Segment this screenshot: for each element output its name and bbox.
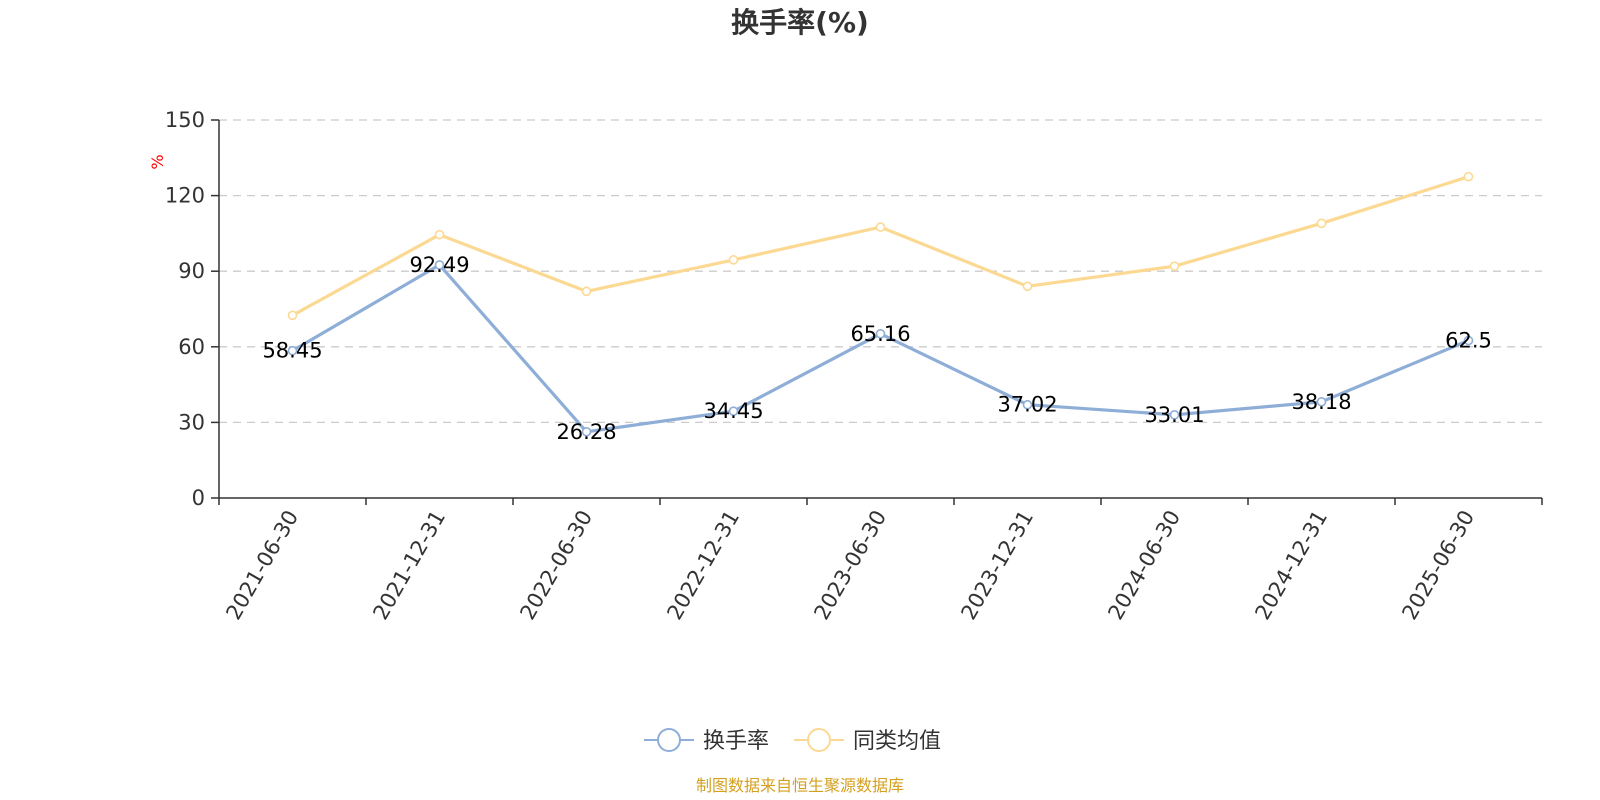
- data-labels: 58.45 92.49 26.28 34.45 65.16 37.02 33.01 38.18…: [262, 253, 1491, 444]
- series-0-point: [1022, 399, 1033, 410]
- series-1-point: [581, 286, 592, 297]
- data-label: 58.45: [262, 339, 322, 363]
- series-lines: [287, 171, 1474, 437]
- x-tick-label: 2025-06-30: [1397, 506, 1479, 624]
- chart-title: 换手率(%): [731, 6, 869, 39]
- data-label: 26.28: [556, 420, 616, 444]
- grid-lines: [219, 119, 1542, 424]
- axes: 0 30 60 90 120 150 2021-06-30 2021-12-31 2022-06…: [165, 108, 1543, 624]
- x-tick-label: 2023-12-31: [956, 506, 1038, 624]
- legend-marker-icon: [657, 728, 681, 752]
- series-1-point: [1463, 171, 1474, 182]
- x-tick-label: 2021-12-31: [368, 506, 450, 624]
- series-0-point: [728, 406, 739, 416]
- legend-marker-icon: [807, 728, 831, 752]
- legend-item-0[interactable]: 换手率: [644, 728, 769, 754]
- series-0-point: [287, 345, 298, 356]
- y-tick-label: 60: [178, 335, 205, 359]
- data-label: 92.49: [409, 253, 469, 277]
- data-label: 62.5: [1445, 329, 1492, 353]
- x-tick-label: 2024-06-30: [1103, 506, 1185, 624]
- series-line-1: [291, 175, 1469, 317]
- series-0-point: [581, 426, 592, 437]
- data-label: 37.02: [997, 393, 1057, 417]
- series-1-point: [1169, 261, 1180, 271]
- x-tick-label: 2024-12-31: [1250, 506, 1332, 624]
- legend-label: 换手率: [703, 729, 769, 754]
- y-tick-label: 90: [178, 259, 205, 283]
- series-0-point: [1169, 410, 1180, 420]
- y-tick-label: 0: [192, 486, 205, 510]
- series-1-point: [1316, 218, 1327, 229]
- x-tick-label: 2022-12-31: [662, 506, 744, 624]
- data-label: 65.16: [850, 322, 910, 346]
- series-1-point: [434, 229, 445, 240]
- data-label: 34.45: [703, 399, 763, 423]
- x-tick-label: 2021-06-30: [221, 506, 303, 624]
- data-source-note: 制图数据来自恒生聚源数据库: [696, 776, 904, 795]
- series-0-point: [434, 260, 445, 270]
- x-tick-label: 2023-06-30: [809, 506, 891, 624]
- series-1-point: [287, 310, 298, 321]
- y-tick-label: 150: [165, 108, 205, 132]
- series-1-point: [875, 222, 886, 232]
- data-label: 33.01: [1144, 403, 1204, 427]
- series-1-point: [728, 255, 739, 265]
- legend: 换手率 同类均值: [644, 728, 941, 754]
- series-0-point: [875, 328, 886, 339]
- data-label: 38.18: [1291, 390, 1351, 414]
- y-tick-label: 120: [165, 184, 205, 208]
- legend-label: 同类均值: [853, 729, 941, 754]
- y-axis-unit-label: %: [148, 154, 167, 169]
- y-tick-label: 30: [178, 410, 205, 434]
- series-1-point: [1022, 281, 1033, 292]
- series-0-point: [1463, 335, 1474, 346]
- legend-item-1[interactable]: 同类均值: [794, 728, 941, 754]
- x-tick-label: 2022-06-30: [515, 506, 597, 624]
- series-0-point: [1316, 396, 1327, 407]
